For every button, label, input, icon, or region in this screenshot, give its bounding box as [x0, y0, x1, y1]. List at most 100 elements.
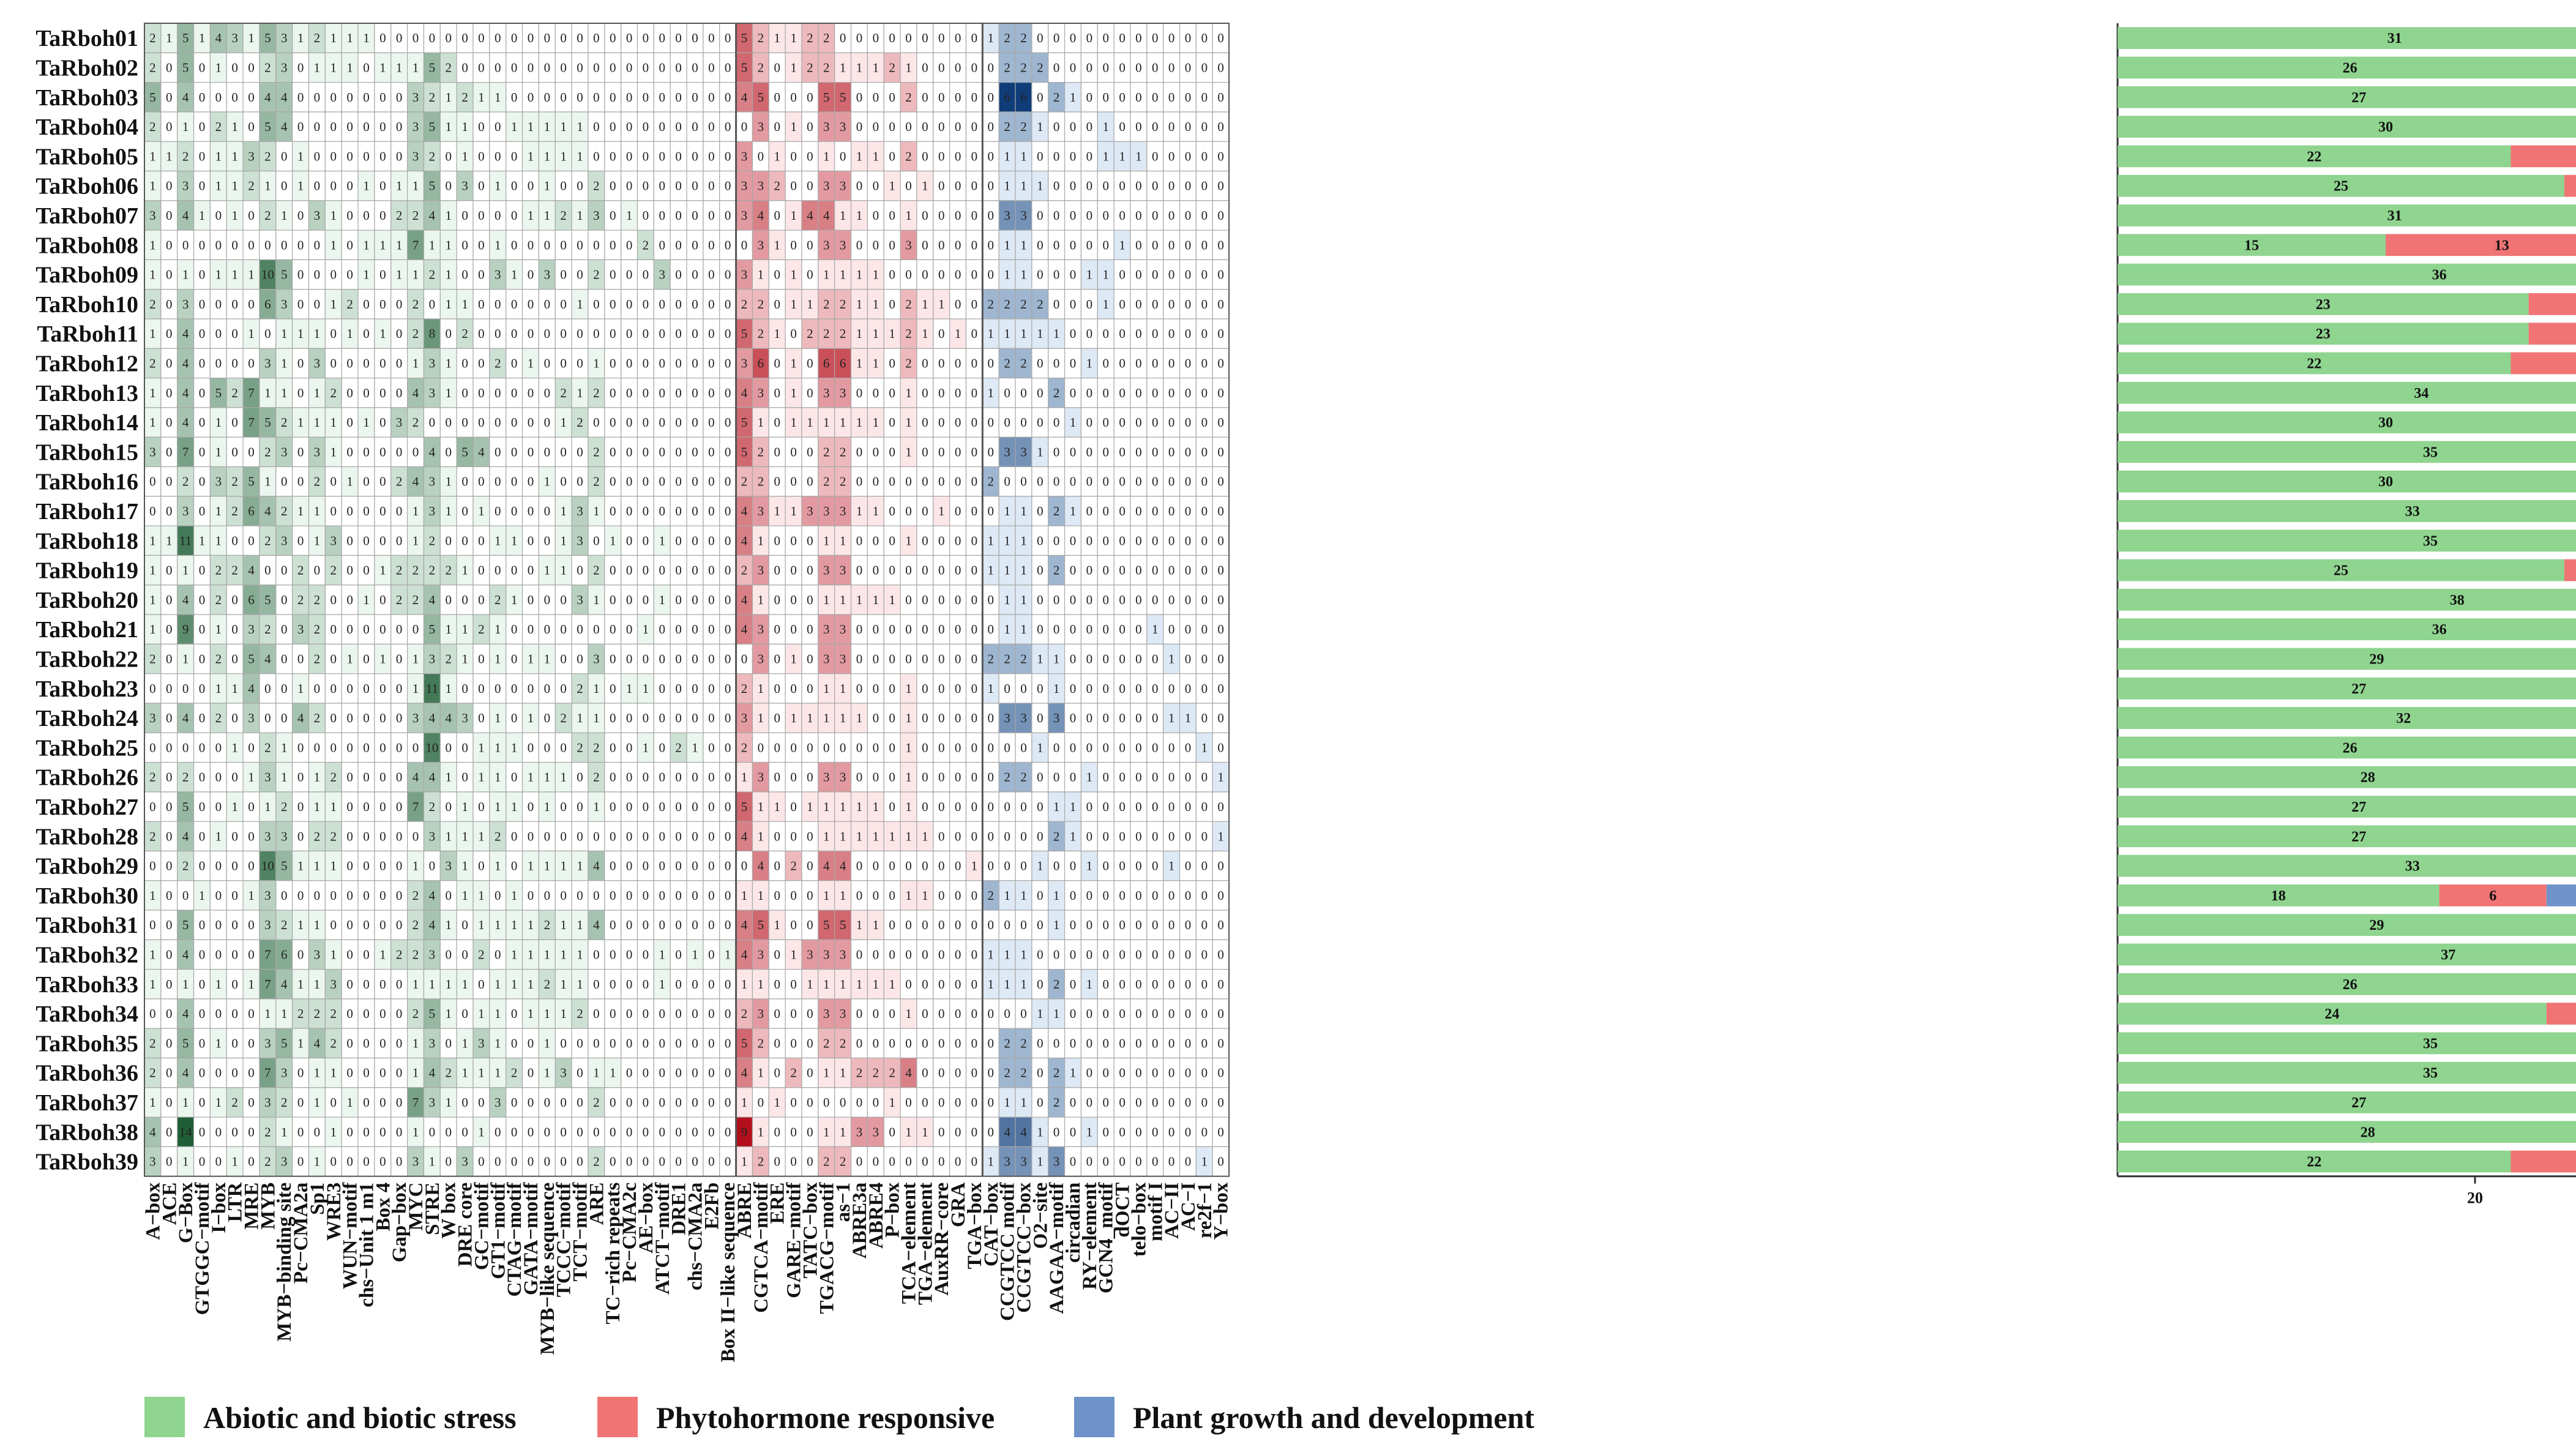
heatmap-cell-value: 0	[1201, 859, 1208, 873]
heatmap-cell-value: 2	[988, 651, 995, 666]
heatmap-cell-value: 0	[675, 444, 682, 459]
heatmap-cell-value: 0	[396, 770, 403, 785]
heatmap-cell-value: 0	[955, 504, 961, 518]
heatmap-cell-value: 0	[544, 326, 551, 341]
heatmap-cell-value: 0	[544, 533, 551, 548]
heatmap-cell-value: 1	[330, 947, 337, 962]
heatmap-cell-value: 0	[560, 237, 567, 252]
heatmap-cell-value: 0	[708, 474, 715, 489]
heatmap-cell-value: 0	[478, 208, 485, 223]
heatmap-cell-value: 0	[199, 740, 206, 755]
heatmap-cell-value: 0	[971, 119, 978, 134]
heatmap-cell-value: 0	[988, 1006, 995, 1021]
heatmap-cell-value: 0	[199, 474, 206, 489]
heatmap-cell-value: 0	[1102, 593, 1109, 607]
heatmap-cell-value: 1	[314, 918, 321, 932]
heatmap-cell	[604, 23, 622, 53]
heatmap-cell-value: 0	[1135, 859, 1142, 873]
heatmap-cell-value: 2	[1004, 1036, 1010, 1050]
heatmap-cell-value: 1	[215, 179, 222, 193]
heatmap-cell	[653, 52, 671, 83]
heatmap-cell-value: 0	[528, 415, 534, 430]
heatmap-cell-value: 1	[445, 770, 452, 785]
heatmap-cell-value: 0	[330, 474, 337, 489]
heatmap-cell-value: 0	[938, 179, 945, 193]
heatmap-cell-value: 0	[379, 1124, 386, 1139]
heatmap-cell-value: 1	[413, 977, 419, 992]
heatmap-cell-value: 3	[445, 859, 452, 873]
heatmap-cell-value: 0	[971, 444, 978, 459]
heatmap-cell-value: 0	[1217, 593, 1224, 607]
heatmap-cell-value: 0	[1037, 149, 1043, 163]
heatmap-cell-value: 0	[708, 237, 715, 252]
heatmap-cell-value: 0	[626, 119, 633, 134]
heatmap-cell-value: 3	[577, 593, 583, 607]
heatmap-cell-value: 3	[823, 651, 830, 666]
heatmap-cell-value: 0	[1201, 326, 1208, 341]
heatmap-cell-value: 5	[264, 119, 271, 134]
heatmap-cell-value: 3	[281, 31, 288, 45]
heatmap-cell-value: 5	[741, 799, 748, 814]
heatmap-cell-value: 0	[1086, 1006, 1093, 1021]
heatmap-cell-value: 0	[297, 770, 304, 785]
heatmap-cell-value: 2	[905, 356, 912, 370]
heatmap-cell-value: 0	[774, 444, 780, 459]
heatmap-cell-value: 0	[873, 770, 879, 785]
heatmap-cell-value: 1	[478, 918, 485, 932]
heatmap-cell-value: 0	[659, 386, 666, 400]
heatmap-cell-value: 0	[1102, 533, 1109, 548]
heatmap-cell-value: 0	[461, 386, 468, 400]
heatmap-cell-value: 0	[1168, 149, 1175, 163]
heatmap-cell-value: 0	[955, 740, 961, 755]
heatmap-cell-value: 3	[1004, 711, 1010, 725]
heatmap-cell	[1031, 82, 1049, 113]
heatmap-cell-value: 0	[1152, 474, 1159, 489]
heatmap-cell-value: 0	[725, 504, 731, 518]
heatmap-cell-value: 0	[577, 651, 583, 666]
heatmap-cell-value: 5	[741, 326, 748, 341]
heatmap-cell-value: 0	[511, 90, 518, 105]
heatmap-cell-value: 0	[988, 356, 995, 370]
heatmap-cell	[506, 23, 523, 53]
heatmap-cell-value: 3	[823, 622, 830, 637]
heatmap-cell-value: 0	[741, 859, 748, 873]
heatmap-cell-value: 1	[413, 60, 419, 75]
heatmap-cell-value: 0	[955, 149, 961, 163]
heatmap-cell-value: 0	[873, 237, 879, 252]
heatmap-cell-value: 0	[1053, 267, 1060, 282]
heatmap-cell-value: 0	[610, 859, 616, 873]
heatmap-cell-value: 0	[1185, 888, 1192, 903]
heatmap-cell-value: 3	[429, 474, 436, 489]
heatmap-cell-value: 0	[741, 237, 748, 252]
heatmap-cell-value: 0	[461, 533, 468, 548]
heatmap-cell-value: 0	[971, 1066, 978, 1080]
heatmap-cell-value: 0	[379, 119, 386, 134]
heatmap-cell-value: 0	[1037, 31, 1043, 45]
heatmap-cell-value: 1	[560, 119, 567, 134]
heatmap-cell-value: 1	[429, 977, 436, 992]
heatmap-cell-value: 0	[577, 829, 583, 843]
heatmap-cell-value: 3	[544, 267, 551, 282]
heatmap-cell-value: 1	[1119, 149, 1126, 163]
heatmap-cell-value: 0	[248, 947, 255, 962]
heatmap-cell-value: 0	[774, 977, 780, 992]
heatmap-cell-value: 1	[823, 799, 830, 814]
heatmap-cell-value: 0	[528, 444, 534, 459]
heatmap-cell-value: 0	[544, 711, 551, 725]
heatmap-cell-value: 1	[856, 208, 863, 223]
heatmap-cell-value: 5	[215, 386, 222, 400]
heatmap-cell-value: 1	[593, 356, 600, 370]
heatmap-cell-value: 2	[758, 444, 764, 459]
heatmap-cell-value: 0	[363, 918, 370, 932]
heatmap-cell-value: 0	[1168, 681, 1175, 696]
heatmap-cell-value: 0	[346, 119, 353, 134]
heatmap-cell-value: 0	[1217, 179, 1224, 193]
heatmap-cell-value: 0	[675, 1066, 682, 1080]
heatmap-cell-value: 0	[659, 179, 666, 193]
heatmap-cell-value: 1	[873, 799, 879, 814]
heatmap-cell-value: 0	[1185, 179, 1192, 193]
heatmap-cell-value: 0	[1152, 799, 1159, 814]
heatmap-cell-value: 0	[971, 651, 978, 666]
heatmap-cell-value: 0	[988, 267, 995, 282]
heatmap-cell-value: 0	[675, 208, 682, 223]
